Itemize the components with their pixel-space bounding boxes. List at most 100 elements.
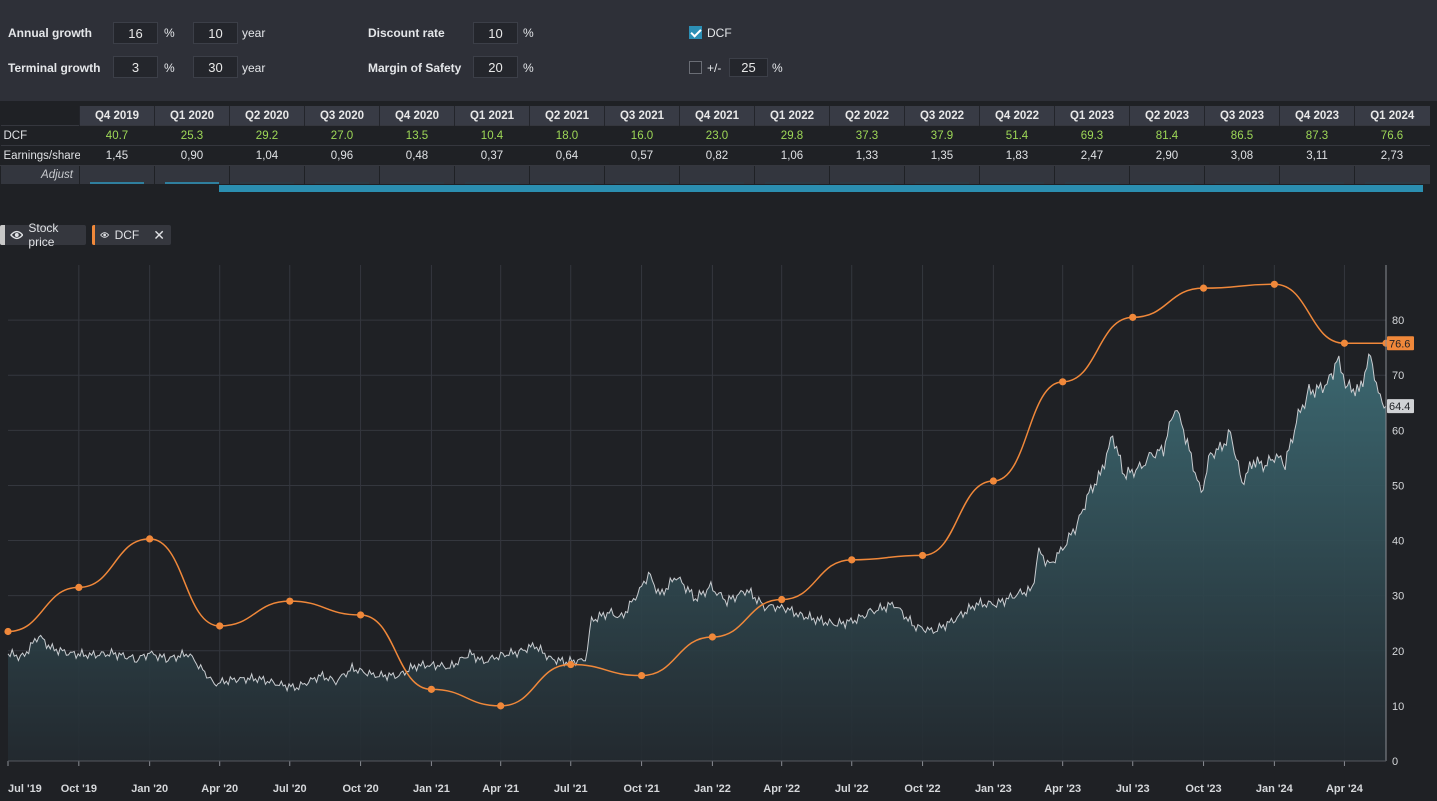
adjust-slider[interactable] — [1129, 165, 1205, 184]
dcf-point[interactable] — [497, 702, 505, 710]
quarter-header[interactable]: Q1 2023 — [1054, 106, 1130, 126]
dcf-point[interactable] — [1059, 378, 1067, 386]
quarter-header[interactable]: Q2 2021 — [529, 106, 605, 126]
eye-icon[interactable] — [100, 230, 110, 240]
quarter-header[interactable]: Q2 2020 — [229, 106, 305, 126]
adjust-slider-track[interactable] — [465, 182, 519, 184]
dcf-point[interactable] — [1340, 339, 1349, 347]
adjust-slider-track[interactable] — [615, 182, 669, 184]
adjust-slider-track[interactable] — [915, 182, 969, 184]
adjust-slider-track[interactable] — [1365, 182, 1420, 184]
quarter-header[interactable]: Q1 2022 — [754, 106, 830, 126]
annual-growth-years-input[interactable] — [193, 22, 238, 44]
x-tick-label: Jan '21 — [413, 783, 450, 795]
plus-minus-input[interactable] — [729, 58, 768, 77]
adjust-slider-track[interactable] — [840, 182, 894, 184]
price-chart[interactable]: 0 10 20 30 40 50 60 70 80 Jul '19 Oct '19 Jan '20 Ap… — [0, 255, 1437, 801]
adjust-slider[interactable] — [679, 165, 755, 184]
close-icon[interactable]: ✕ — [153, 226, 165, 243]
dcf-point[interactable] — [146, 535, 154, 543]
adjust-slider[interactable] — [829, 165, 905, 184]
quarter-header[interactable]: Q3 2023 — [1204, 106, 1280, 126]
adjust-slider[interactable] — [229, 165, 305, 184]
adjust-slider[interactable] — [1204, 165, 1280, 184]
dcf-point[interactable] — [356, 611, 365, 619]
table-cell: 29.2 — [229, 125, 305, 146]
dcf-checkbox[interactable] — [689, 26, 702, 39]
legend-dcf[interactable]: DCF ✕ — [92, 225, 171, 245]
adjust-slider[interactable] — [754, 165, 830, 184]
table-cell: 0,82 — [679, 145, 755, 166]
table-cell: 3,08 — [1204, 145, 1280, 166]
adjust-slider-track[interactable] — [315, 182, 369, 184]
quarter-header[interactable]: Q4 2019 — [79, 106, 155, 126]
adjust-slider-track[interactable] — [1215, 182, 1269, 184]
quarter-header[interactable]: Q4 2023 — [1279, 106, 1355, 126]
quarter-header[interactable]: Q1 2021 — [454, 106, 530, 126]
dcf-point[interactable] — [637, 671, 646, 680]
adjust-slider-track[interactable] — [1290, 182, 1344, 184]
adjust-slider-track[interactable] — [165, 182, 219, 184]
margin-of-safety-input[interactable] — [473, 56, 518, 78]
adjust-slider[interactable] — [79, 165, 155, 184]
quarter-header[interactable]: Q3 2021 — [604, 106, 680, 126]
quarter-header[interactable]: Q3 2022 — [904, 106, 980, 126]
adjust-slider-track[interactable] — [90, 182, 144, 184]
quarter-header[interactable]: Q2 2022 — [829, 106, 905, 126]
adjust-slider[interactable] — [1054, 165, 1130, 184]
dcf-swatch — [92, 225, 96, 245]
dcf-point[interactable] — [1129, 313, 1137, 321]
quarter-header[interactable]: Q4 2021 — [679, 106, 755, 126]
dcf-point[interactable] — [1270, 280, 1278, 288]
dcf-point[interactable] — [708, 633, 716, 641]
quarter-header[interactable]: Q2 2023 — [1129, 106, 1205, 126]
quarter-header[interactable]: Q4 2022 — [979, 106, 1055, 126]
adjust-slider[interactable] — [1279, 165, 1355, 184]
annual-growth-input[interactable] — [113, 22, 158, 44]
adjust-slider-track[interactable] — [1065, 182, 1119, 184]
terminal-growth-years-input[interactable] — [193, 56, 238, 78]
adjust-slider[interactable] — [454, 165, 530, 184]
adjust-slider[interactable] — [904, 165, 980, 184]
dcf-point[interactable] — [216, 622, 224, 630]
plus-minus-checkbox[interactable] — [689, 61, 702, 74]
dcf-point[interactable] — [4, 627, 12, 636]
adjust-slider-track[interactable] — [765, 182, 819, 184]
quarter-header[interactable]: Q1 2024 — [1354, 106, 1430, 126]
y-tick-label: 0 — [1392, 756, 1398, 768]
dcf-point[interactable] — [1199, 284, 1208, 292]
dcf-point[interactable] — [989, 477, 997, 485]
quarter-header[interactable]: Q1 2020 — [154, 106, 230, 126]
quarter-header[interactable]: Q3 2020 — [304, 106, 380, 126]
adjust-slider[interactable] — [1354, 165, 1430, 184]
x-tick-label: Jan '23 — [975, 783, 1012, 795]
y-tick-label: 50 — [1392, 480, 1404, 492]
dcf-point[interactable] — [848, 556, 856, 564]
adjust-slider[interactable] — [304, 165, 380, 184]
discount-rate-input[interactable] — [473, 22, 518, 44]
y-tick-label: 40 — [1392, 536, 1404, 548]
table-scrollbar[interactable] — [219, 185, 1423, 192]
dcf-series — [4, 280, 1390, 710]
terminal-growth-input[interactable] — [113, 56, 158, 78]
adjust-slider-track[interactable] — [990, 182, 1044, 184]
adjust-slider-track[interactable] — [390, 182, 444, 184]
dcf-point[interactable] — [778, 595, 786, 604]
eye-icon[interactable] — [9, 230, 24, 240]
adjust-slider[interactable] — [529, 165, 605, 184]
adjust-slider[interactable] — [154, 165, 230, 184]
adjust-slider-track[interactable] — [690, 182, 744, 184]
adjust-slider-track[interactable] — [540, 182, 594, 184]
adjust-slider[interactable] — [979, 165, 1055, 184]
adjust-slider-track[interactable] — [240, 182, 294, 184]
adjust-slider-track[interactable] — [1140, 182, 1194, 184]
dcf-point[interactable] — [427, 685, 436, 693]
dcf-point[interactable] — [286, 597, 294, 605]
adjust-slider[interactable] — [379, 165, 455, 184]
dcf-point[interactable] — [75, 583, 83, 591]
dcf-point[interactable] — [567, 660, 575, 669]
legend-stock-price[interactable]: Stock price — [0, 221, 86, 249]
quarter-header[interactable]: Q4 2020 — [379, 106, 455, 126]
dcf-point[interactable] — [918, 551, 927, 560]
adjust-slider[interactable] — [604, 165, 680, 184]
